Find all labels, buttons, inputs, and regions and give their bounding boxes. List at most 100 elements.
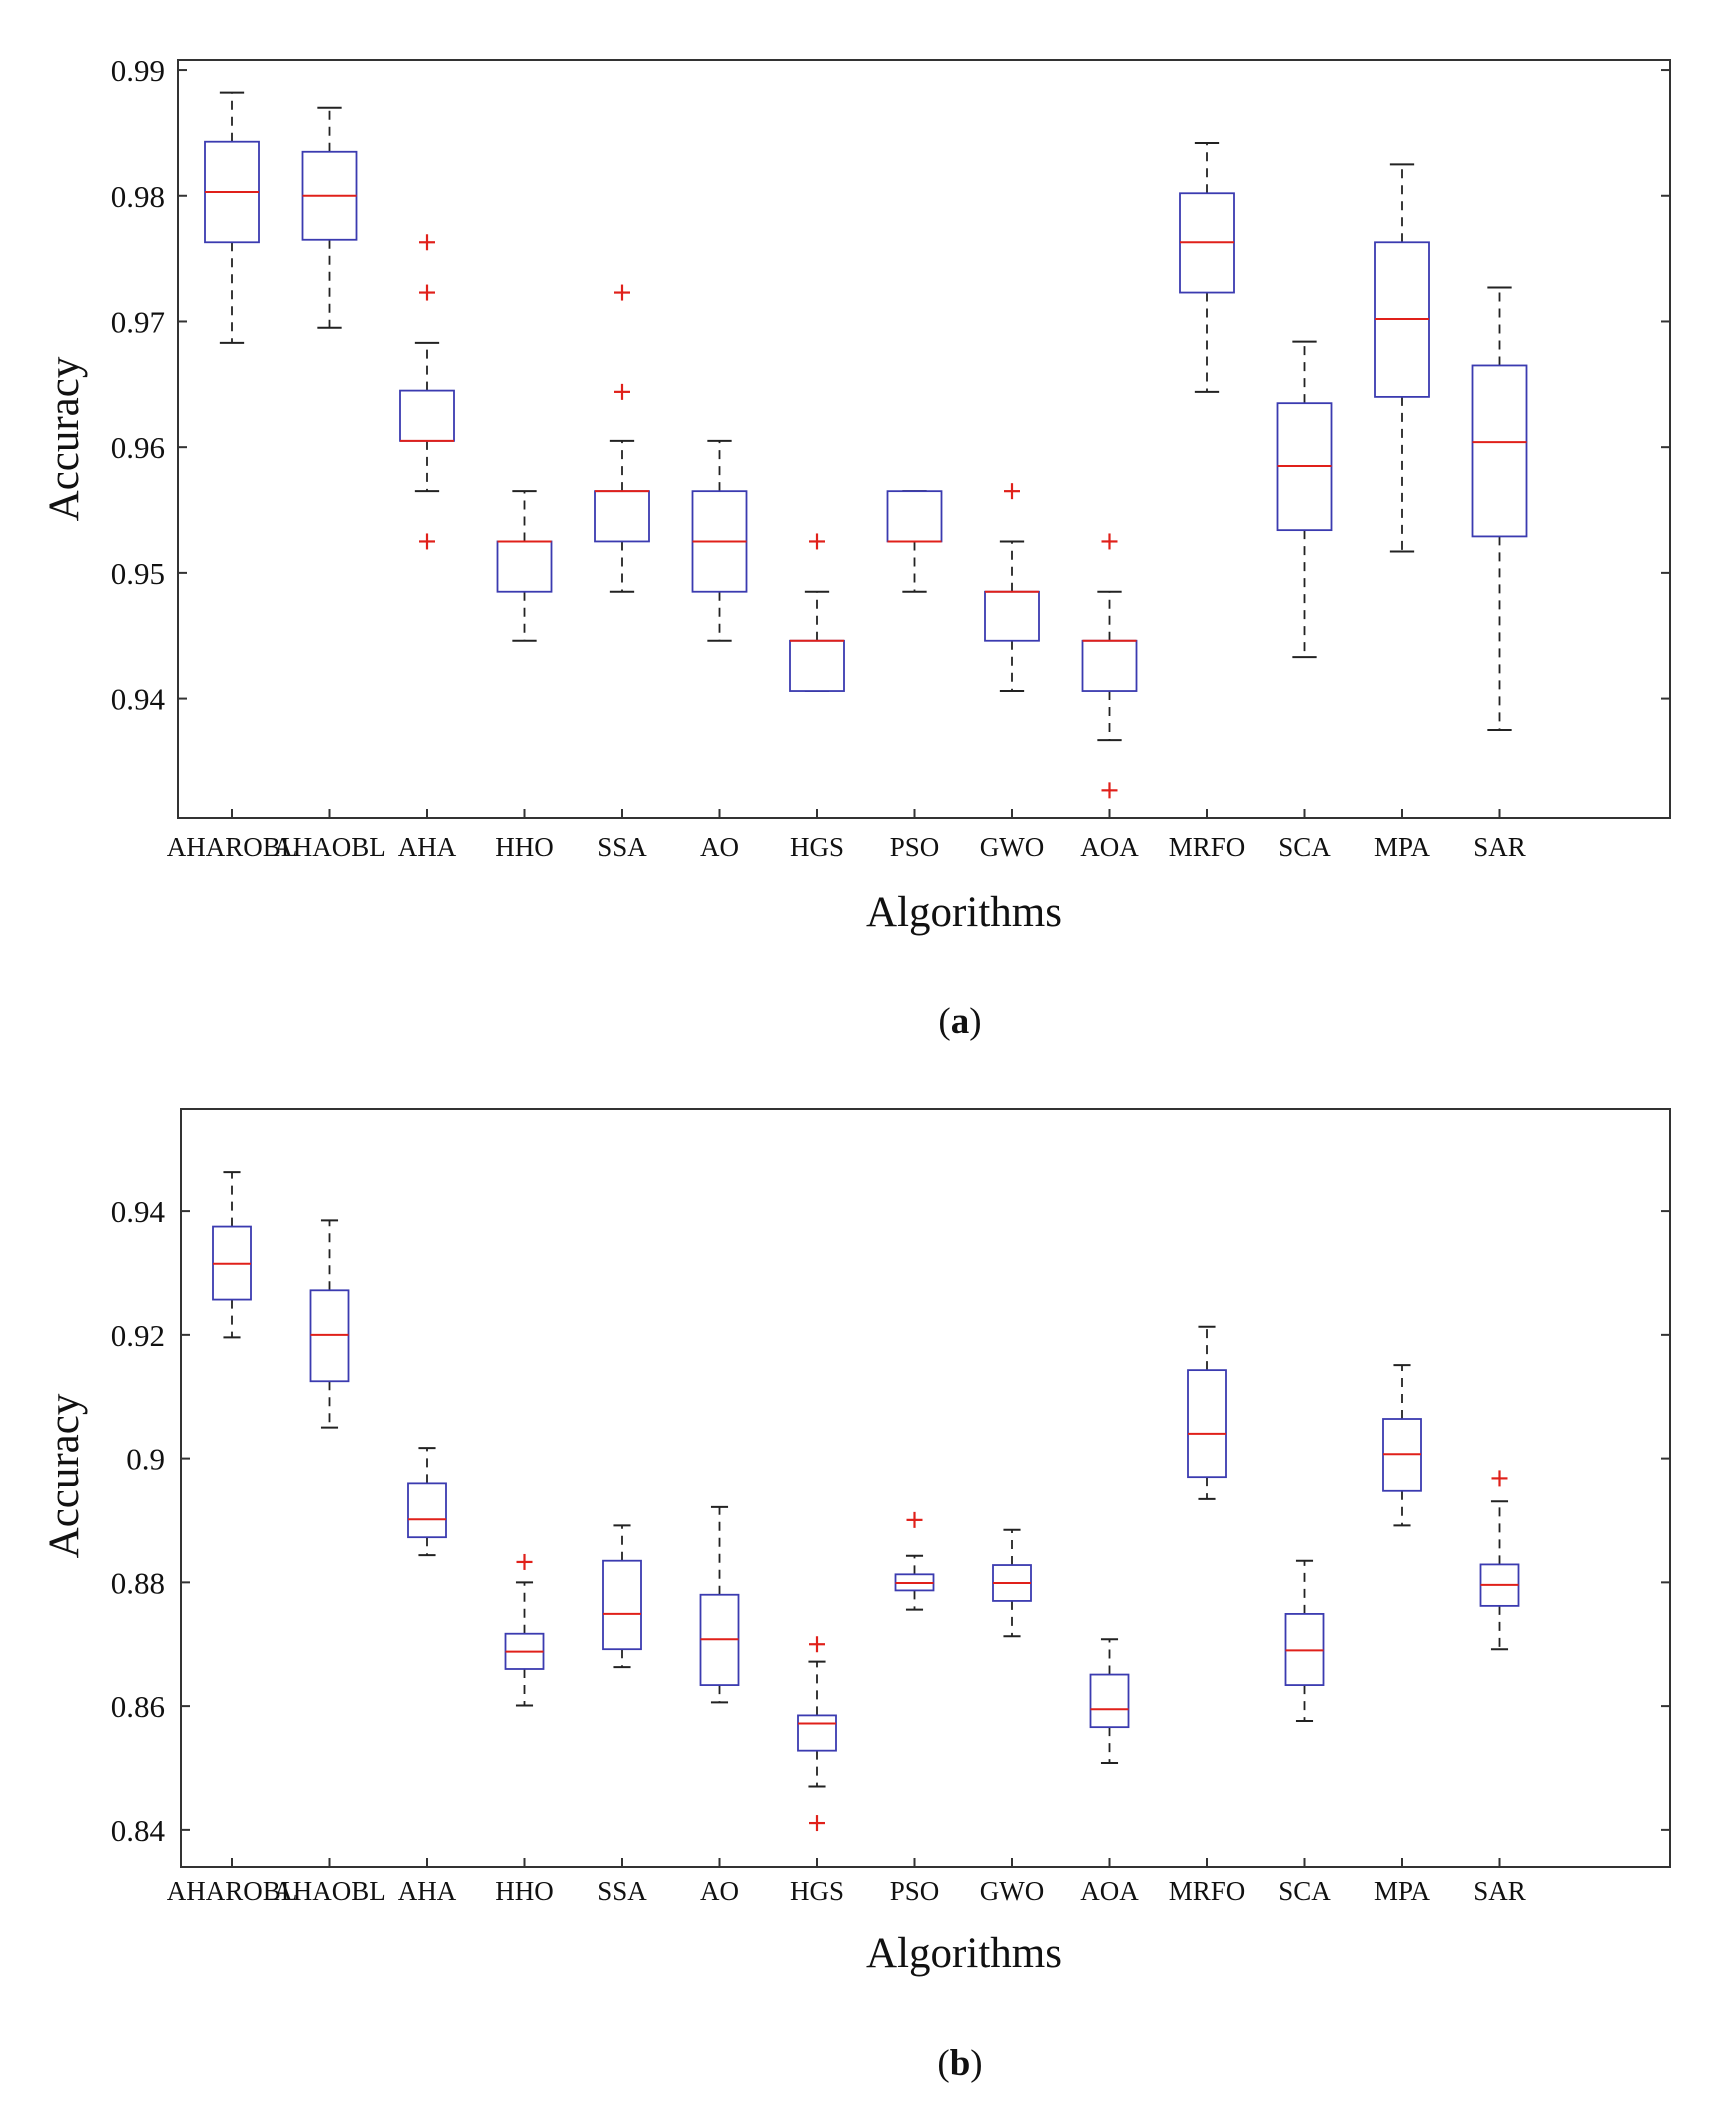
box-gwo — [992, 1528, 1032, 1638]
y-tick-label: 0.94 — [111, 682, 166, 717]
box-ao — [691, 439, 748, 642]
outlier-marker — [614, 284, 630, 301]
x-category-label: AHAROBL — [167, 832, 298, 862]
y-tick-label: 0.98 — [111, 179, 165, 214]
x-category-label: HHO — [495, 832, 554, 862]
box-aha — [407, 1447, 447, 1557]
x-category-label: HGS — [790, 1876, 844, 1906]
box-pso — [886, 490, 943, 593]
box-ao — [699, 1505, 740, 1704]
box-aha — [399, 234, 455, 550]
panel-b-plot-frame — [180, 1108, 1671, 1868]
panel-b-x-axis-title: Algorithms — [866, 1930, 1062, 1977]
y-tick-label: 0.9 — [126, 1442, 165, 1477]
box-aharobl — [204, 91, 260, 344]
iqr-box — [399, 389, 455, 442]
x-category-label: AOA — [1080, 1876, 1139, 1906]
box-aoa — [1089, 1638, 1130, 1765]
y-tick-label: 0.92 — [111, 1318, 165, 1353]
outlier-marker — [419, 234, 435, 251]
panel-a-y-axis-title: Accuracy — [41, 356, 88, 521]
box-ahaobl — [301, 106, 358, 329]
x-category-label: SAR — [1473, 832, 1526, 862]
y-tick-label: 0.99 — [111, 53, 165, 88]
x-category-label: MRFO — [1169, 832, 1246, 862]
panel-b-y-axis: 0.84 0.86 0.88 0.9 0.92 0.94 — [111, 1194, 1670, 1848]
panel-a-plot-frame — [177, 59, 1671, 819]
box-aharobl — [212, 1171, 252, 1339]
y-tick-label: 0.88 — [111, 1565, 165, 1600]
outlier-marker — [809, 533, 825, 550]
x-category-label: HHO — [495, 1876, 554, 1906]
x-category-label: AHA — [398, 1876, 457, 1906]
x-category-label: AHAOBL — [273, 832, 386, 862]
iqr-box — [789, 639, 845, 692]
panel-b-caption-letter: b — [950, 2043, 971, 2084]
x-category-label: SCA — [1278, 1876, 1331, 1906]
panel-b-y-axis-title: Accuracy — [41, 1393, 88, 1558]
x-category-label: AO — [700, 1876, 739, 1906]
iqr-box — [1089, 1673, 1130, 1729]
box-hho — [496, 490, 553, 642]
y-tick-label: 0.94 — [111, 1194, 166, 1229]
y-tick-label: 0.96 — [111, 430, 165, 465]
x-category-label: AHA — [398, 832, 457, 862]
y-tick-label: 0.97 — [111, 304, 165, 339]
panel-b-boxes — [212, 1171, 1520, 1832]
outlier-marker — [1101, 533, 1118, 550]
iqr-box — [984, 590, 1040, 642]
x-category-label: SSA — [597, 1876, 647, 1906]
outlier-marker — [1004, 483, 1020, 500]
x-category-label: MPA — [1374, 832, 1431, 862]
outlier-marker — [419, 284, 435, 301]
panel-a-boxes — [204, 91, 1528, 799]
outlier-marker — [1101, 782, 1118, 799]
box-hgs — [797, 1636, 837, 1832]
box-ssa — [602, 1524, 642, 1669]
x-category-label: AOA — [1080, 832, 1139, 862]
iqr-box — [1081, 639, 1138, 692]
x-category-label: SCA — [1278, 832, 1331, 862]
x-category-label: AO — [700, 832, 739, 862]
iqr-box — [496, 540, 553, 593]
outlier-marker — [906, 1511, 923, 1528]
x-category-label: MPA — [1374, 1876, 1431, 1906]
box-pso — [894, 1511, 935, 1611]
x-category-label: PSO — [890, 1876, 940, 1906]
panel-b-caption: (b) — [937, 2043, 982, 2084]
x-category-label: AHAOBL — [273, 1876, 386, 1906]
y-tick-label: 0.95 — [111, 556, 165, 591]
panel-a-y-axis: 0.94 0.95 0.96 0.97 0.98 0.99 — [111, 53, 1670, 717]
iqr-box — [797, 1714, 837, 1752]
outlier-marker — [614, 383, 630, 400]
panel-a-x-axis-title: Algorithms — [866, 889, 1062, 936]
outlier-marker — [809, 1815, 825, 1832]
y-tick-label: 0.86 — [111, 1689, 165, 1724]
box-aoa — [1081, 533, 1138, 799]
panel-a-caption: (a) — [938, 1001, 981, 1042]
iqr-box — [594, 490, 650, 543]
outlier-marker — [1491, 1470, 1508, 1487]
iqr-box — [1187, 1369, 1227, 1479]
outlier-marker — [809, 1636, 825, 1653]
iqr-box — [886, 490, 943, 543]
box-sca — [1284, 1559, 1325, 1722]
x-category-label: SAR — [1473, 1876, 1526, 1906]
iqr-box — [602, 1559, 642, 1651]
box-mpa — [1382, 1364, 1422, 1527]
x-category-label: PSO — [890, 832, 940, 862]
box-ahaobl — [309, 1219, 350, 1429]
box-ssa — [594, 284, 650, 593]
box-mpa — [1374, 163, 1430, 553]
outlier-marker — [516, 1553, 533, 1570]
iqr-box — [1471, 364, 1528, 538]
x-category-label: SSA — [597, 832, 647, 862]
panel-a-caption-letter: a — [951, 1001, 970, 1042]
box-hho — [504, 1553, 545, 1707]
x-category-label: HGS — [790, 832, 844, 862]
